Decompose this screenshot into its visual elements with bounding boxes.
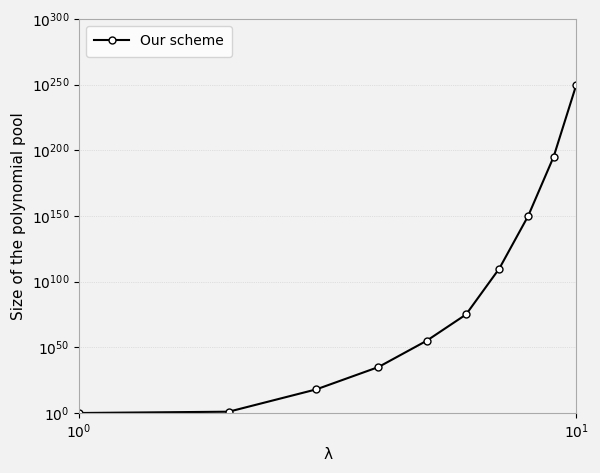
Our scheme <box>225 409 232 414</box>
Legend: Our scheme: Our scheme <box>86 26 232 56</box>
Our scheme <box>524 213 532 219</box>
Our scheme <box>313 386 320 392</box>
Our scheme <box>496 266 503 272</box>
Our scheme <box>550 154 557 160</box>
Our scheme <box>423 338 430 343</box>
Our scheme <box>573 82 580 88</box>
Y-axis label: Size of the polynomial pool: Size of the polynomial pool <box>11 112 26 320</box>
X-axis label: λ: λ <box>323 447 332 462</box>
Line: Our scheme: Our scheme <box>76 81 580 417</box>
Our scheme <box>375 364 382 370</box>
Our scheme <box>76 410 83 416</box>
Our scheme <box>463 312 470 317</box>
